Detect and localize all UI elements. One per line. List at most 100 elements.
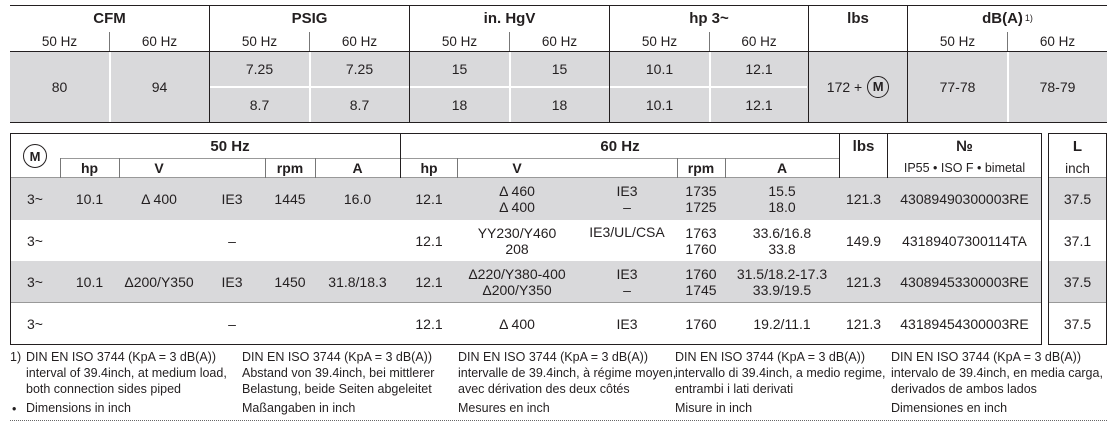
- header-v-50: V: [154, 160, 164, 176]
- header-lbs: lbs: [847, 9, 869, 27]
- row1-lbs: 121.3: [845, 191, 882, 207]
- row2-lbs: 149.9: [845, 232, 882, 249]
- row2-v60: YY230/Y460 208: [477, 224, 557, 257]
- footnote-marker-bullet: •: [12, 402, 17, 416]
- row4-number: 43189454300003RE: [900, 315, 1029, 332]
- row3-ie50: IE3: [221, 274, 243, 290]
- motor-icon: M: [867, 76, 890, 98]
- subheader-60hz: 60 Hz: [141, 34, 178, 49]
- motor-icon: M: [23, 144, 47, 168]
- subheader-50hz: 50 Hz: [41, 34, 78, 49]
- row1-number: 43089490300003RE: [900, 191, 1029, 207]
- header-rpm-60: rpm: [687, 160, 715, 176]
- header-lbs: lbs: [852, 137, 875, 155]
- subheader-60hz: 60 Hz: [1039, 34, 1076, 49]
- psig-50hz-2: 8.7: [249, 97, 270, 113]
- motor-symbol-header: M: [10, 134, 60, 178]
- row4-lbs: 121.3: [845, 315, 882, 332]
- hp-60hz-2: 12.1: [745, 97, 773, 113]
- row1-v50: Δ 400: [141, 191, 177, 207]
- row4-length: 37.5: [1063, 315, 1092, 332]
- hgv-60hz-1: 15: [551, 61, 568, 77]
- row4-v60: Δ 400: [499, 315, 535, 332]
- row2-ie60: IE3/UL/CSA: [589, 224, 665, 240]
- header-hp-50: hp: [80, 160, 99, 176]
- row4-a60: 19.2/11.1: [753, 315, 811, 332]
- row3-hp50: 10.1: [75, 274, 104, 290]
- cfm-50hz: 80: [51, 79, 68, 95]
- header-cfm: CFM: [93, 9, 126, 27]
- row1-length: 37.5: [1063, 191, 1092, 207]
- hgv-50hz-1: 15: [451, 61, 468, 77]
- psig-60hz-2: 8.7: [349, 97, 370, 113]
- row3-length: 37.5: [1063, 274, 1092, 290]
- row2-a60: 33.6/16.8 33.8: [752, 224, 812, 257]
- footnote-es: DIN EN ISO 3744 (KpA = 3 dB(A)) interval…: [891, 350, 1103, 415]
- subheader-60hz: 60 Hz: [341, 34, 378, 49]
- cfm-60hz: 94: [151, 79, 168, 95]
- row3-ie60: IE3–: [616, 266, 638, 298]
- footnote-marker-1: 1): [10, 350, 22, 364]
- weight-value: 172 +: [826, 79, 863, 95]
- motor-row-bg: [10, 261, 1042, 303]
- header-a-50: A: [352, 160, 363, 176]
- header-hgv: in. HgV: [483, 9, 536, 27]
- header-a-60: A: [776, 160, 788, 176]
- row1-hp60: 12.1: [415, 191, 443, 207]
- header-dba: dB(A) 1): [982, 9, 1033, 27]
- row4-ie60: IE3: [616, 315, 638, 332]
- row4-dash50: –: [228, 315, 236, 332]
- subheader-60hz: 60 Hz: [541, 34, 578, 49]
- header-hp-60: hp: [420, 160, 438, 176]
- row3-phase: 3~: [27, 274, 43, 290]
- motor-row-bg: [1048, 261, 1107, 303]
- row1-rpm60: 1735 1725: [685, 183, 717, 215]
- row2-hp60: 12.1: [415, 232, 443, 249]
- header-psig: PSIG: [291, 9, 328, 27]
- row1-rpm50: 1445: [274, 191, 306, 207]
- dba-50hz: 77-78: [939, 79, 976, 95]
- footnote-en: DIN EN ISO 3744 (KpA = 3 dB(A)) interval…: [26, 350, 227, 415]
- header-number-spec: IP55 • ISO F • bimetal: [903, 161, 1026, 175]
- row2-length: 37.1: [1063, 232, 1092, 249]
- row1-a60: 15.5 18.0: [768, 183, 796, 215]
- motor-row-bg: [1048, 178, 1107, 220]
- hp-50hz-2: 10.1: [645, 97, 674, 113]
- row4-hp60: 12.1: [415, 315, 443, 332]
- footnote-it: DIN EN ISO 3744 (KpA = 3 dB(A)) interval…: [675, 350, 886, 415]
- bottom-rule: [10, 420, 1107, 421]
- row3-a60: 31.5/18.2-17.3 33.9/19.5: [736, 266, 828, 298]
- subheader-50hz: 50 Hz: [939, 34, 976, 49]
- row2-dash50: –: [228, 232, 236, 249]
- row1-phase: 3~: [27, 191, 43, 207]
- weight-cell: 172 + M: [809, 52, 907, 122]
- hgv-60hz-2: 18: [551, 97, 568, 113]
- header-hp: hp 3~: [689, 9, 729, 27]
- header-v-60: V: [512, 160, 522, 176]
- header-length: L: [1072, 137, 1083, 155]
- row4-rpm60: 1760: [685, 315, 717, 332]
- row3-number: 43089453300003RE: [900, 274, 1029, 290]
- subheader-50hz: 50 Hz: [441, 34, 478, 49]
- row3-v50: Δ200/Y350: [124, 274, 194, 290]
- header-number: №: [956, 137, 973, 155]
- row4-phase: 3~: [27, 315, 43, 332]
- row3-rpm50: 1450: [274, 274, 306, 290]
- header-length-unit: inch: [1065, 160, 1090, 176]
- row2-number: 43189407300114TA: [902, 232, 1027, 249]
- subheader-60hz: 60 Hz: [741, 34, 777, 49]
- subheader-50hz: 50 Hz: [241, 34, 278, 49]
- subheader-50hz: 50 Hz: [641, 34, 678, 49]
- psig-50hz-1: 7.25: [245, 61, 274, 77]
- header-rpm-50: rpm: [276, 160, 304, 176]
- dba-60hz: 78-79: [1039, 79, 1076, 95]
- row3-hp60: 12.1: [415, 274, 443, 290]
- row3-rpm60: 1760 1745: [685, 266, 717, 298]
- hp-60hz-1: 12.1: [745, 61, 773, 77]
- row1-ie60: IE3–: [616, 183, 638, 215]
- footnote-fr: DIN EN ISO 3744 (KpA = 3 dB(A)) interval…: [458, 350, 677, 415]
- footnote-de: DIN EN ISO 3744 (KpA = 3 dB(A)) Abstand …: [242, 350, 435, 415]
- row3-v60: Δ220/Y380-400 Δ200/Y350: [468, 266, 566, 298]
- row1-v60: Δ 460 Δ 400: [499, 183, 535, 215]
- header-group-60hz: 60 Hz: [600, 137, 640, 155]
